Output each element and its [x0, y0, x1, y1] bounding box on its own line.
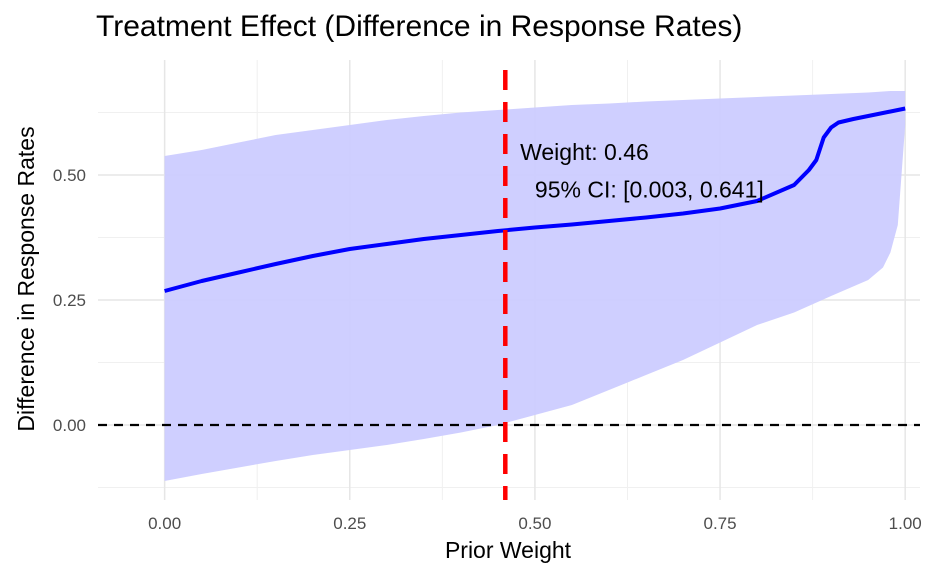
- y-axis-title: Difference in Response Rates: [13, 126, 39, 431]
- x-tick-label: 0.75: [704, 514, 737, 533]
- y-axis-ticks: 0.00 0.25 0.50: [53, 166, 86, 435]
- x-tick-label: 0.50: [518, 514, 551, 533]
- treatment-effect-line: [164, 106, 906, 293]
- confidence-band: [164, 91, 906, 481]
- chart-title: Treatment Effect (Difference in Response…: [96, 10, 742, 43]
- x-axis-title: Prior Weight: [445, 537, 572, 563]
- y-tick-label: 0.25: [53, 291, 86, 310]
- y-tick-label: 0.50: [53, 166, 86, 185]
- annotation-weight: Weight: 0.46: [520, 139, 649, 165]
- x-tick-label: 0.00: [148, 514, 181, 533]
- x-tick-label: 1.00: [889, 514, 922, 533]
- x-axis-ticks: 0.00 0.25 0.50 0.75 1.00: [148, 514, 922, 533]
- y-tick-label: 0.00: [53, 416, 86, 435]
- annotation-ci: 95% CI: [0.003, 0.641]: [535, 177, 764, 203]
- x-tick-label: 0.25: [333, 514, 366, 533]
